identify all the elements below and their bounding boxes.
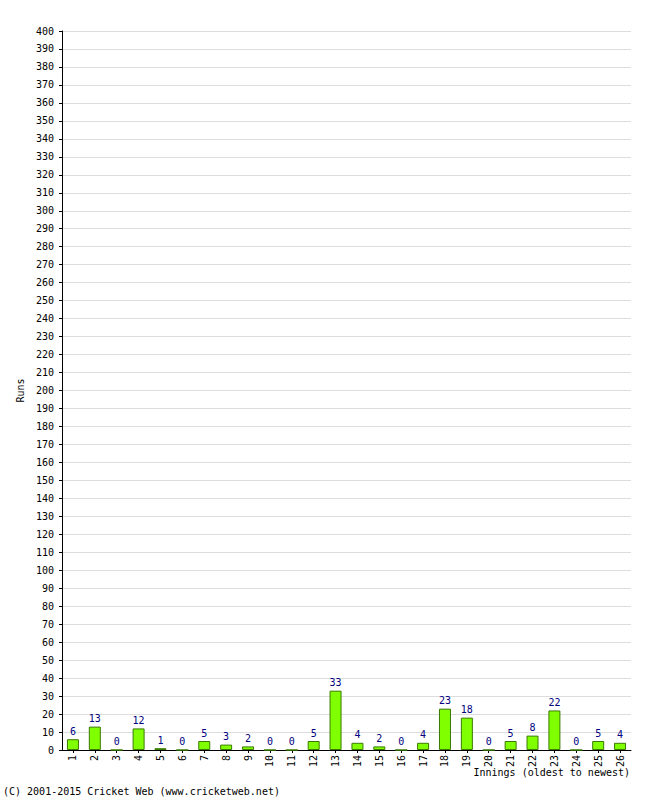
svg-text:33: 33 bbox=[330, 677, 342, 688]
svg-text:320: 320 bbox=[36, 169, 54, 180]
svg-text:5: 5 bbox=[595, 728, 601, 739]
svg-text:20: 20 bbox=[42, 709, 54, 720]
svg-text:8: 8 bbox=[530, 722, 536, 733]
svg-text:350: 350 bbox=[36, 115, 54, 126]
svg-text:5: 5 bbox=[155, 755, 166, 761]
svg-text:Runs: Runs bbox=[15, 378, 26, 402]
svg-text:250: 250 bbox=[36, 295, 54, 306]
svg-text:25: 25 bbox=[593, 755, 604, 767]
svg-text:0: 0 bbox=[289, 736, 295, 747]
svg-text:1: 1 bbox=[67, 755, 78, 761]
svg-text:0: 0 bbox=[179, 736, 185, 747]
svg-text:5: 5 bbox=[311, 728, 317, 739]
svg-text:60: 60 bbox=[42, 637, 54, 648]
svg-text:7: 7 bbox=[199, 755, 210, 761]
svg-text:21: 21 bbox=[505, 755, 516, 767]
svg-text:26: 26 bbox=[615, 755, 626, 767]
svg-text:180: 180 bbox=[36, 421, 54, 432]
svg-text:3: 3 bbox=[111, 755, 122, 761]
svg-text:390: 390 bbox=[36, 43, 54, 54]
svg-text:2: 2 bbox=[89, 755, 100, 761]
svg-text:4: 4 bbox=[133, 755, 144, 761]
svg-text:360: 360 bbox=[36, 97, 54, 108]
svg-text:0: 0 bbox=[486, 736, 492, 747]
svg-text:4: 4 bbox=[420, 729, 426, 740]
svg-text:22: 22 bbox=[527, 755, 538, 767]
svg-text:Innings (oldest to newest): Innings (oldest to newest) bbox=[473, 767, 630, 778]
svg-text:300: 300 bbox=[36, 205, 54, 216]
svg-text:380: 380 bbox=[36, 61, 54, 72]
svg-text:0: 0 bbox=[48, 745, 54, 756]
svg-text:100: 100 bbox=[36, 565, 54, 576]
svg-text:9: 9 bbox=[243, 755, 254, 761]
svg-text:6: 6 bbox=[70, 726, 76, 737]
svg-text:16: 16 bbox=[396, 755, 407, 767]
svg-text:230: 230 bbox=[36, 331, 54, 342]
svg-text:140: 140 bbox=[36, 493, 54, 504]
svg-text:280: 280 bbox=[36, 241, 54, 252]
svg-text:290: 290 bbox=[36, 223, 54, 234]
svg-text:10: 10 bbox=[264, 755, 275, 767]
svg-text:2: 2 bbox=[376, 733, 382, 744]
svg-text:3: 3 bbox=[223, 731, 229, 742]
svg-text:13: 13 bbox=[89, 713, 101, 724]
svg-text:210: 210 bbox=[36, 367, 54, 378]
svg-text:310: 310 bbox=[36, 187, 54, 198]
svg-text:13: 13 bbox=[330, 755, 341, 767]
svg-text:17: 17 bbox=[418, 755, 429, 767]
svg-text:200: 200 bbox=[36, 385, 54, 396]
svg-text:270: 270 bbox=[36, 259, 54, 270]
svg-text:0: 0 bbox=[267, 736, 273, 747]
svg-text:24: 24 bbox=[571, 755, 582, 767]
svg-text:40: 40 bbox=[42, 673, 54, 684]
svg-text:18: 18 bbox=[461, 704, 473, 715]
svg-text:14: 14 bbox=[352, 755, 363, 767]
svg-text:240: 240 bbox=[36, 313, 54, 324]
svg-text:130: 130 bbox=[36, 511, 54, 522]
svg-text:190: 190 bbox=[36, 403, 54, 414]
svg-text:2: 2 bbox=[245, 733, 251, 744]
svg-text:110: 110 bbox=[36, 547, 54, 558]
svg-text:80: 80 bbox=[42, 601, 54, 612]
svg-text:11: 11 bbox=[286, 755, 297, 767]
svg-text:160: 160 bbox=[36, 457, 54, 468]
svg-text:400: 400 bbox=[36, 26, 54, 37]
svg-text:6: 6 bbox=[177, 755, 188, 761]
svg-text:70: 70 bbox=[42, 619, 54, 630]
svg-text:4: 4 bbox=[617, 729, 623, 740]
svg-text:260: 260 bbox=[36, 277, 54, 288]
svg-text:0: 0 bbox=[573, 736, 579, 747]
svg-text:5: 5 bbox=[201, 728, 207, 739]
svg-text:18: 18 bbox=[439, 755, 450, 767]
svg-text:5: 5 bbox=[508, 728, 514, 739]
svg-text:22: 22 bbox=[548, 697, 560, 708]
svg-text:120: 120 bbox=[36, 529, 54, 540]
svg-text:23: 23 bbox=[439, 695, 451, 706]
svg-text:220: 220 bbox=[36, 349, 54, 360]
svg-text:8: 8 bbox=[221, 755, 232, 761]
svg-text:1: 1 bbox=[157, 735, 163, 746]
svg-text:30: 30 bbox=[42, 691, 54, 702]
svg-text:150: 150 bbox=[36, 475, 54, 486]
svg-text:50: 50 bbox=[42, 655, 54, 666]
svg-text:370: 370 bbox=[36, 79, 54, 90]
svg-text:0: 0 bbox=[398, 736, 404, 747]
svg-text:12: 12 bbox=[133, 715, 145, 726]
svg-text:170: 170 bbox=[36, 439, 54, 450]
svg-text:20: 20 bbox=[483, 755, 494, 767]
svg-text:19: 19 bbox=[461, 755, 472, 767]
svg-text:(C) 2001-2015 Cricket Web (www: (C) 2001-2015 Cricket Web (www.cricketwe… bbox=[3, 786, 280, 797]
svg-text:90: 90 bbox=[42, 583, 54, 594]
svg-text:330: 330 bbox=[36, 151, 54, 162]
svg-text:15: 15 bbox=[374, 755, 385, 767]
svg-text:340: 340 bbox=[36, 133, 54, 144]
svg-text:4: 4 bbox=[354, 729, 360, 740]
svg-text:0: 0 bbox=[114, 736, 120, 747]
svg-text:23: 23 bbox=[549, 755, 560, 767]
svg-text:12: 12 bbox=[308, 755, 319, 767]
svg-text:10: 10 bbox=[42, 727, 54, 738]
